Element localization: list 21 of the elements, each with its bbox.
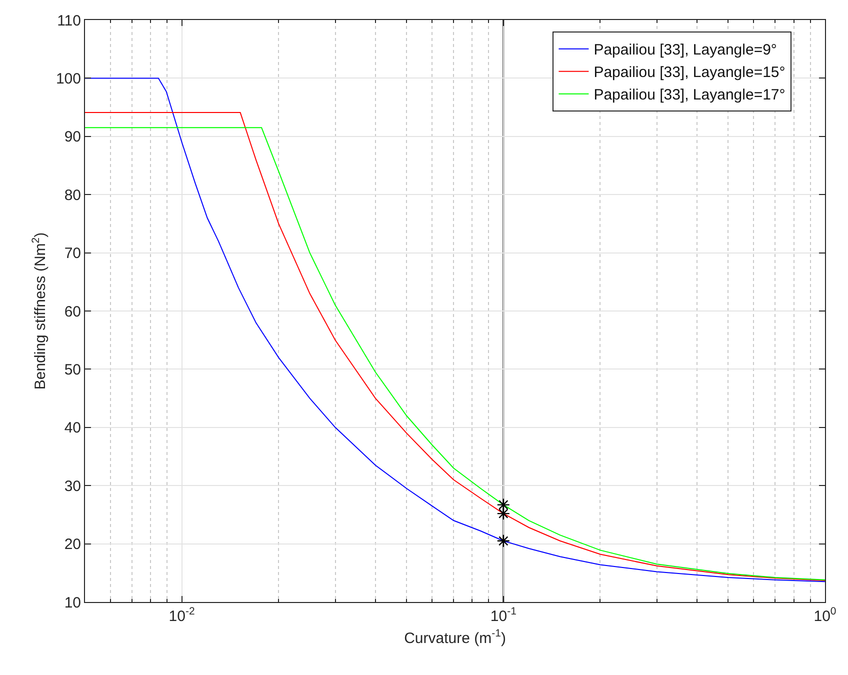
y-tick-label: 110	[57, 12, 81, 30]
y-tick-label: 20	[64, 536, 81, 554]
y-tick-label: 60	[64, 303, 81, 320]
legend-label: Papailiou [33], Layangle=15°	[594, 64, 786, 82]
x-tick-label: 10$^{-1}$	[490, 606, 517, 625]
y-tick-label: 10	[64, 594, 81, 612]
y-tick-label: 30	[64, 478, 81, 495]
legend-label: Papailiou [33], Layangle=17°	[594, 86, 786, 104]
y-tick-label: 40	[64, 420, 81, 437]
x-tick-label: 10$^{-2}$	[168, 606, 195, 625]
y-tick-label: 70	[64, 245, 81, 262]
y-tick-label: 80	[64, 186, 81, 204]
legend-label: Papailiou [33], Layangle=9°	[594, 42, 777, 59]
point	[496, 498, 510, 512]
point	[496, 534, 510, 548]
y-tick-label: 100	[56, 70, 81, 88]
point	[496, 506, 510, 520]
x-axis-title: Curvature (m$^{-1}$)	[404, 628, 506, 647]
y-tick-label: 50	[64, 361, 81, 378]
y-tick-label: 90	[64, 128, 81, 146]
x-tick-label: 10$^{0}$	[814, 606, 836, 625]
